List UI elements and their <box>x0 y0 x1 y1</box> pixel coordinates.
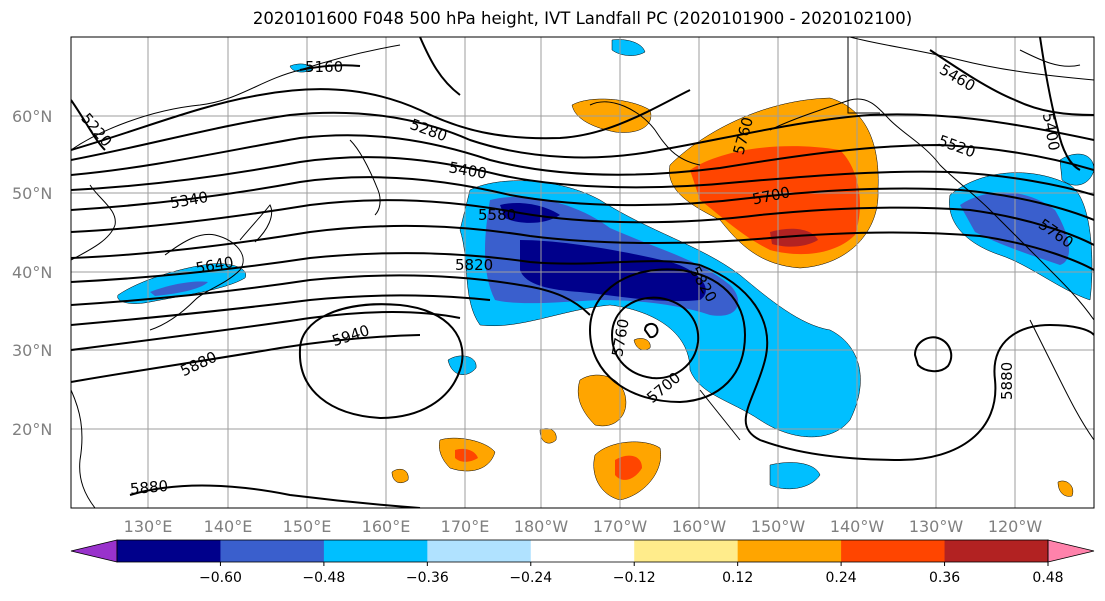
lon-label-120w: 120°W <box>988 517 1043 536</box>
colorbar-tick-label: 0.48 <box>1032 570 1063 586</box>
lon-label-150e: 150°E <box>283 517 332 536</box>
positive-anomaly-small-3 <box>633 338 651 351</box>
colorbar-tick-label: −0.48 <box>302 570 345 586</box>
contour-label-5880-south: 5880 <box>129 477 169 498</box>
map-frame <box>70 36 1095 509</box>
colorbar-tick-label: 0.12 <box>722 570 753 586</box>
contour-label-5940: 5940 <box>330 321 372 350</box>
contour-label-5400-east: 5400 <box>1039 111 1063 152</box>
lon-label-150w: 150°W <box>751 517 806 536</box>
contour-label-5460: 5460 <box>936 60 978 95</box>
negative-anomaly-south <box>769 462 821 490</box>
lon-label-170e: 170°E <box>441 517 490 536</box>
lat-label-30n: 30°N <box>12 341 52 360</box>
colorbar-ticks: −0.60 −0.48 −0.36 −0.24 −0.12 0.12 0.24 0.36 0.4… <box>199 562 1064 586</box>
contour-label-5160: 5160 <box>305 58 343 76</box>
colorbar-segment <box>427 540 532 562</box>
lon-label-160e: 160°E <box>362 517 411 536</box>
negative-anomaly-central-core <box>520 240 706 302</box>
colorbar-tick-label: 0.24 <box>826 570 857 586</box>
negative-anomaly-east-ne <box>1059 153 1094 186</box>
lon-label-180w: 180°W <box>514 517 569 536</box>
lon-label-130w: 130°W <box>909 517 964 536</box>
contour-label-5580: 5580 <box>478 206 516 224</box>
lon-label-170w: 170°W <box>593 517 648 536</box>
colorbar <box>70 539 1095 563</box>
negative-anomaly-small-2 <box>611 39 646 56</box>
colorbar-tick-label: −0.12 <box>613 570 656 586</box>
colorbar-segment <box>841 540 946 562</box>
negative-anomaly-central-core2 <box>500 203 560 223</box>
longitude-labels: 130°E 140°E 150°E 160°E 170°E 180°W 170°… <box>124 517 1043 536</box>
lon-label-140e: 140°E <box>204 517 253 536</box>
contour-label-5400: 5400 <box>447 158 488 182</box>
positive-anomaly-south-c-core <box>455 448 478 462</box>
lat-label-40n: 40°N <box>12 263 52 282</box>
contour-label-5880: 5880 <box>178 348 220 380</box>
contour-label-5880-east: 5880 <box>998 362 1016 400</box>
colorbar-tick-label: 0.36 <box>929 570 960 586</box>
colorbar-segment <box>737 540 842 562</box>
colorbar-tick-label: −0.36 <box>406 570 449 586</box>
colorbar-segment <box>117 540 221 562</box>
positive-anomaly-small-2 <box>391 469 409 483</box>
colorbar-segment <box>944 540 1049 562</box>
lon-label-160w: 160°W <box>672 517 727 536</box>
latitude-labels: 60°N 50°N 40°N 30°N 20°N <box>12 107 52 439</box>
lat-label-50n: 50°N <box>12 184 52 203</box>
negative-anomaly-west-core <box>150 281 208 296</box>
positive-anomaly-south-b-core <box>615 455 642 480</box>
positive-anomaly-small-1 <box>539 428 557 444</box>
colorbar-tick-label: −0.60 <box>199 570 242 586</box>
positive-anomaly-south-a <box>577 374 627 427</box>
contour-label-5760-low: 5760 <box>608 317 632 358</box>
graticule <box>71 37 1094 508</box>
colorbar-segment <box>530 540 635 562</box>
contour-label-5340: 5340 <box>169 188 210 212</box>
shading-layer <box>117 39 1094 501</box>
colorbar-extend-high <box>1047 539 1095 563</box>
lon-label-140w: 140°W <box>830 517 885 536</box>
lat-label-60n: 60°N <box>12 107 52 126</box>
height-contours <box>71 37 1094 508</box>
colorbar-segment <box>634 540 739 562</box>
contour-label-5520: 5520 <box>936 131 978 161</box>
positive-anomaly-small-4 <box>1057 480 1074 497</box>
colorbar-tick-label: −0.24 <box>509 570 552 586</box>
colorbar-segment <box>323 540 428 562</box>
positive-anomaly-northeast-peak <box>770 228 818 247</box>
coastlines <box>71 37 1094 508</box>
colorbar-frame <box>116 539 1049 563</box>
map-title: 2020101600 F048 500 hPa height, IVT Land… <box>252 9 913 28</box>
colorbar-extend-low <box>70 539 118 563</box>
lon-label-130e: 130°E <box>124 517 173 536</box>
positive-anomaly-northeast-core <box>690 146 860 255</box>
colorbar-segment <box>220 540 325 562</box>
lat-label-20n: 20°N <box>12 420 52 439</box>
contour-label-5820: 5820 <box>455 256 493 274</box>
